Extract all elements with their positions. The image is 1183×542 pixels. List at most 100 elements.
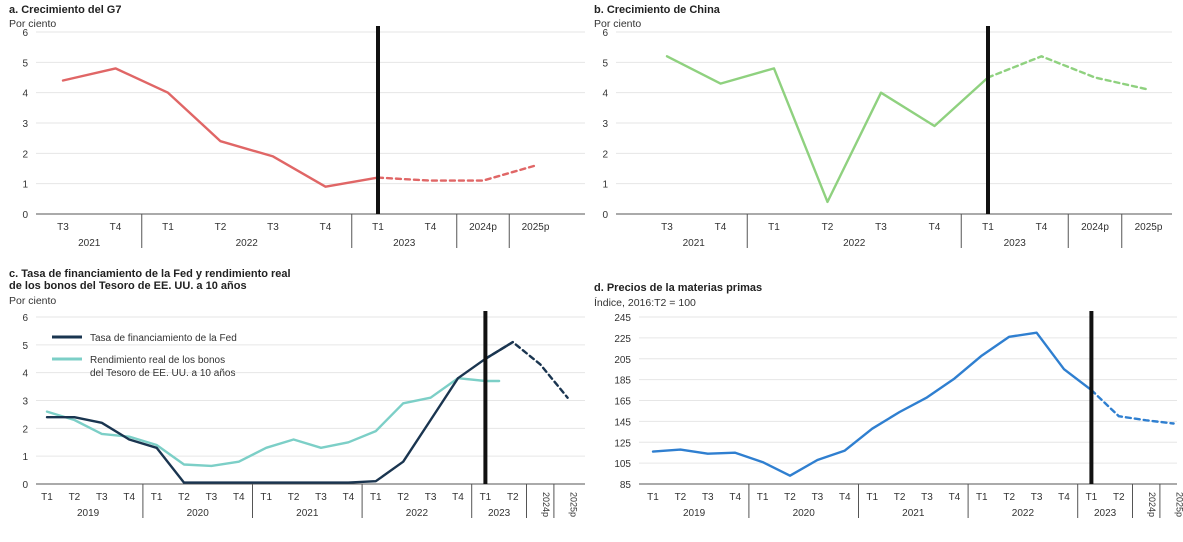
y-tick-label: 1 [22,452,28,463]
x-tick-label: T2 [215,222,227,233]
x-tick-label: T1 [768,222,780,233]
x-tick-label: T3 [315,492,327,503]
x-tick-label: T4 [729,492,741,503]
y-tick-label: 4 [602,89,608,100]
y-tick-label: 0 [22,480,28,491]
y-tick-label: 205 [614,355,631,366]
x-tick-label: T3 [267,222,279,233]
series-line [63,68,378,186]
x-year-label: 2022 [843,238,866,249]
x-tick-label: T1 [370,492,382,503]
y-tick-label: 3 [602,119,608,130]
series-line [653,333,1091,476]
y-tick-label: 5 [602,58,608,69]
x-tick-label: 2024p [1147,492,1157,517]
y-tick-label: 4 [22,89,28,100]
x-year-label: 2020 [187,508,210,519]
x-tick-label: T1 [976,492,988,503]
x-year-label: 2023 [1094,508,1117,519]
x-tick-label: T2 [69,492,81,503]
y-tick-label: 1 [22,180,28,191]
x-tick-label: T4 [233,492,245,503]
y-tick-label: 85 [620,480,632,491]
x-tick-label: T3 [425,492,437,503]
x-tick-label: 2025p [1175,492,1183,517]
x-year-label: 2021 [683,238,706,249]
x-tick-label: T1 [866,492,878,503]
x-tick-label: T4 [425,222,437,233]
x-tick-label: T3 [661,222,673,233]
x-year-label: 2019 [683,508,706,519]
x-tick-label: 2025p [522,222,550,233]
chart-a-svg: 0123456T3 T4 T1 T2 T3 T4 T1 T4 2024p 2025p2021 202… [0,0,590,270]
y-tick-label: 6 [22,313,28,324]
x-tick-label: T2 [1113,492,1125,503]
x-tick-label: T4 [320,222,332,233]
y-tick-label: 225 [614,334,631,345]
x-tick-label: T3 [57,222,69,233]
x-year-label: 2023 [488,508,511,519]
x-tick-label: T1 [151,492,163,503]
y-tick-label: 3 [22,397,28,408]
y-tick-label: 4 [22,369,28,380]
x-year-label: 2023 [1004,238,1027,249]
x-tick-label: T1 [162,222,174,233]
x-tick-label: 2025p [569,492,579,517]
x-year-label: 2023 [393,238,416,249]
projection-line [485,342,567,398]
y-tick-label: 2 [22,149,28,160]
x-tick-label: T4 [1036,222,1048,233]
y-tick-label: 105 [614,459,631,470]
series-line [47,378,499,466]
x-tick-label: T4 [452,492,464,503]
legend-label: Rendimiento real de los bonos [90,355,225,366]
x-tick-label: 2024p [1081,222,1109,233]
x-tick-label: T3 [921,492,933,503]
y-tick-label: 185 [614,376,631,387]
x-tick-label: T2 [784,492,796,503]
x-tick-label: T3 [1031,492,1043,503]
projection-line [988,56,1149,89]
x-tick-label: T1 [41,492,53,503]
x-tick-label: T2 [507,492,519,503]
x-year-label: 2021 [902,508,925,519]
chart-d-svg: 85105125145165185205225245T1 T2 T3 T4 T1 T2 T3… [592,270,1183,542]
x-tick-label: T1 [647,492,659,503]
x-tick-label: T4 [123,492,135,503]
y-tick-label: 6 [602,28,608,39]
x-tick-label: T3 [875,222,887,233]
x-year-label: 2022 [1012,508,1035,519]
x-tick-label: T2 [397,492,409,503]
series-line [667,56,988,202]
x-tick-label: T4 [110,222,122,233]
panel-d: d. Precios de la materias primas Índice,… [592,270,1183,542]
chart-c-svg: 0123456T1 T2 T3 T4 T1 T2 T3 T4 T1 T2 T3 T4 T1 T2 T3 T4 T… [0,270,590,542]
x-tick-label: T3 [206,492,218,503]
panel-a: a. Crecimiento del G7 Por ciento 0 1 2 3 4 5 6… [0,0,590,270]
y-tick-label: 145 [614,417,631,428]
x-tick-label: T4 [839,492,851,503]
y-tick-label: 0 [22,210,28,221]
x-year-label: 2020 [793,508,816,519]
chart-b-svg: 0 1 2 3 4 5 6 T3 T4 T1 T2 T3 T4 T1 T4 2024p 2025p 2021 202… [592,0,1183,270]
x-tick-label: T1 [1086,492,1098,503]
legend-label: del Tesoro de EE. UU. a 10 años [90,368,235,379]
y-tick-label: 2 [602,149,608,160]
projection-line [1091,390,1173,423]
y-tick-label: 245 [614,313,631,324]
x-tick-label: T1 [372,222,384,233]
x-tick-label: 2024p [469,222,497,233]
x-tick-label: T2 [675,492,687,503]
x-tick-label: T1 [480,492,492,503]
y-tick-label: 5 [22,58,28,69]
x-tick-label: T4 [949,492,961,503]
x-tick-label: 2025p [1135,222,1163,233]
x-year-label: 2022 [236,238,259,249]
y-tick-label: 165 [614,397,631,408]
x-year-label: 2021 [78,238,101,249]
y-tick-label: 3 [22,119,28,130]
legend-label: Tasa de financiamiento de la Fed [90,333,237,344]
x-tick-label: T1 [260,492,272,503]
x-tick-label: T4 [929,222,941,233]
y-tick-label: 1 [602,180,608,191]
